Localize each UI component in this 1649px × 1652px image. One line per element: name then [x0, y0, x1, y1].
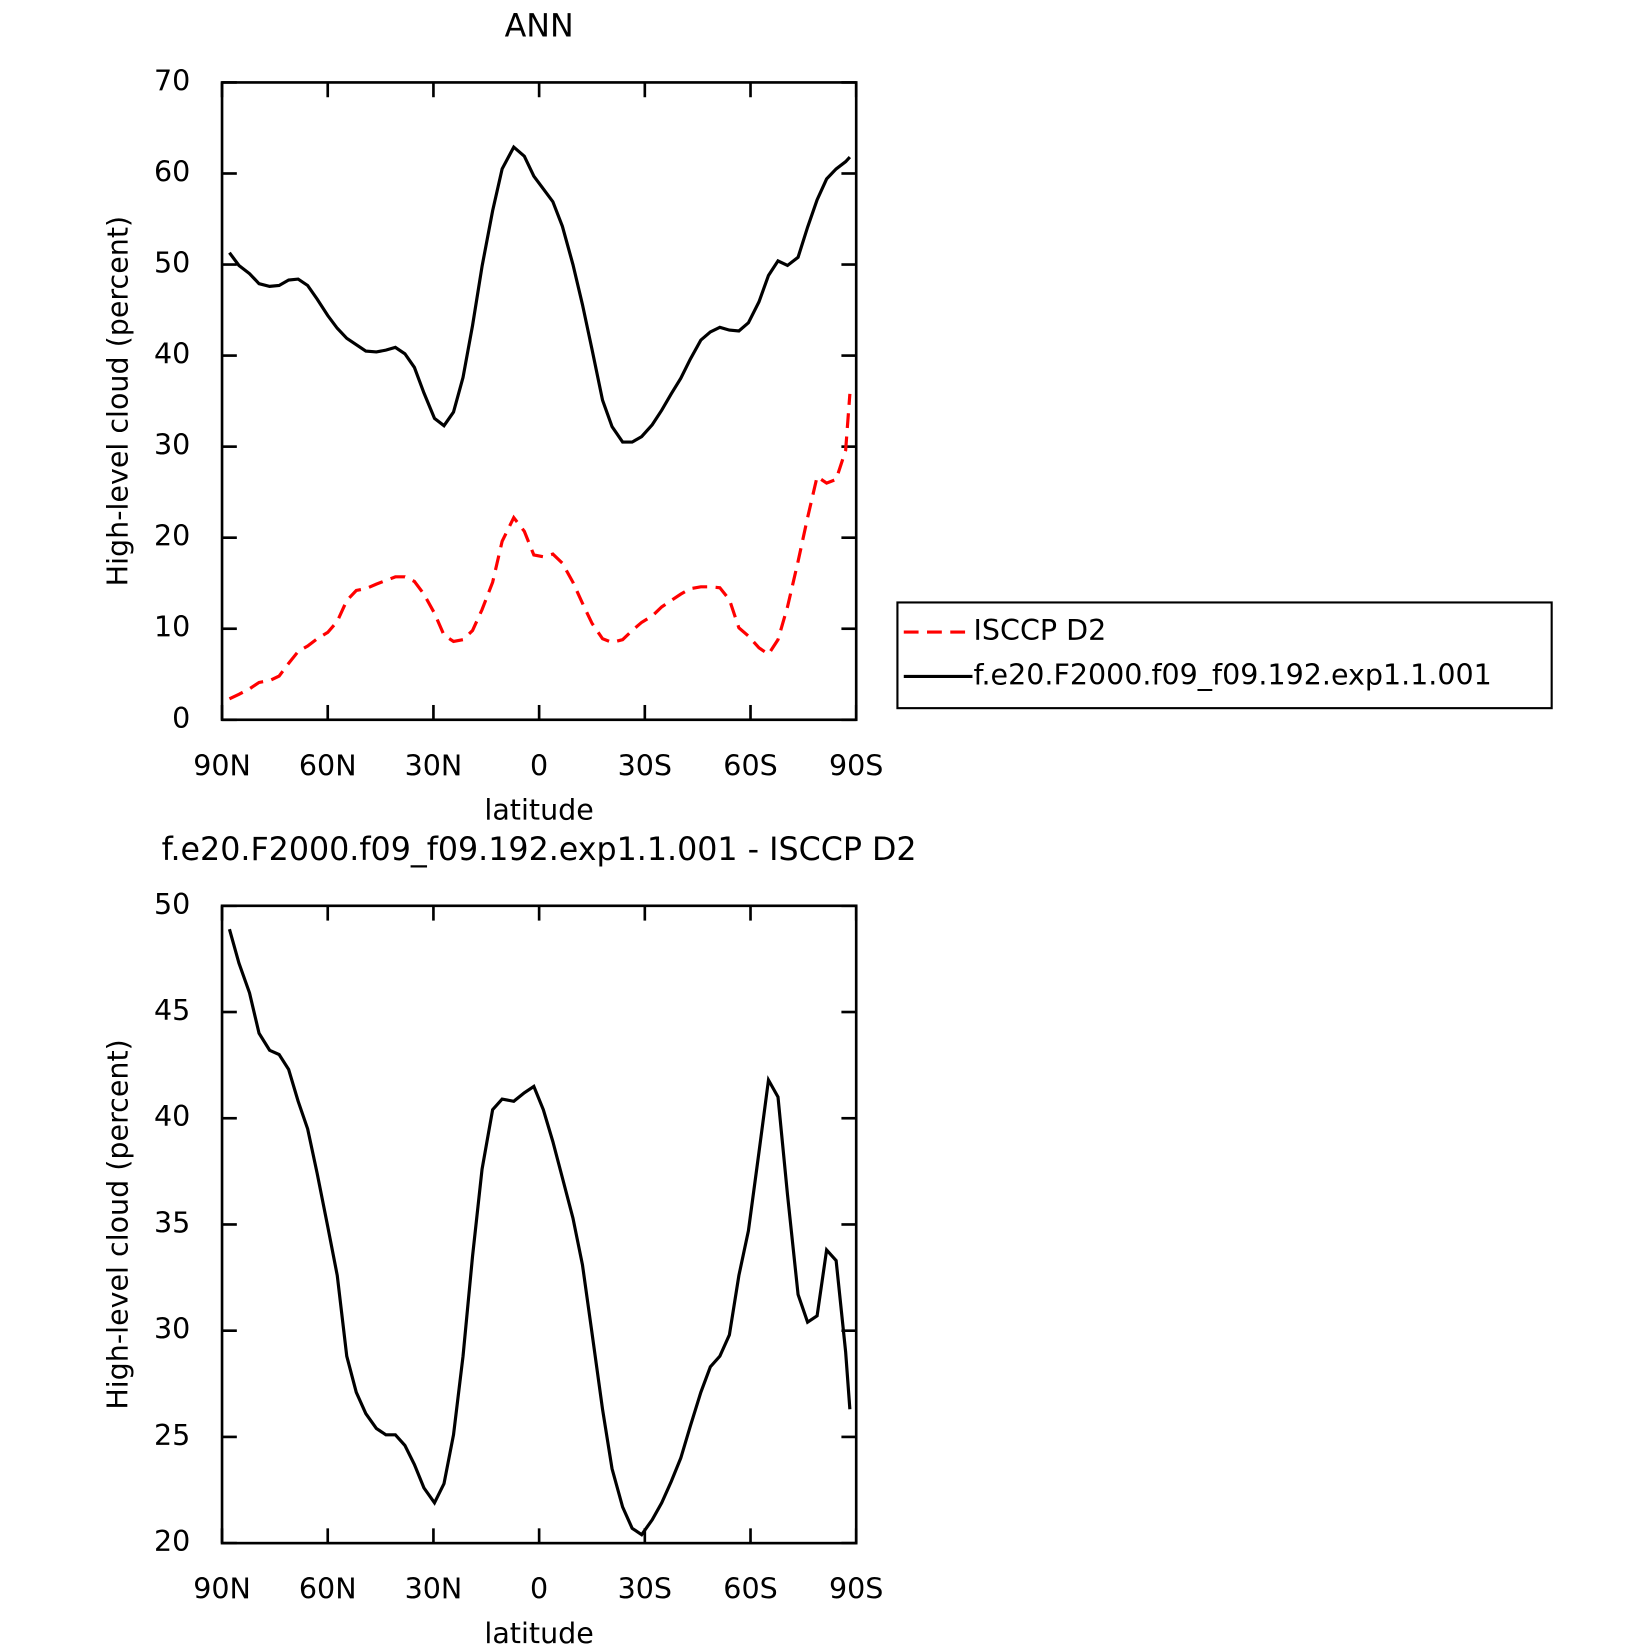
- y-tick-label: 45: [154, 994, 190, 1027]
- chart-title: ANN: [505, 8, 574, 44]
- y-tick-label: 10: [154, 611, 190, 644]
- x-axis-label: latitude: [484, 1617, 593, 1650]
- x-tick-label: 60N: [299, 749, 357, 782]
- y-axis-label: High-level cloud (percent): [102, 1039, 135, 1409]
- y-tick-label: 35: [154, 1206, 190, 1239]
- x-tick-label: 0: [530, 1573, 548, 1606]
- x-tick-label: 30S: [618, 749, 672, 782]
- x-tick-label: 90N: [193, 1573, 251, 1606]
- plot-frame: [220, 81, 858, 722]
- x-tick-label: 30S: [618, 1573, 672, 1606]
- y-tick-label: 30: [154, 1313, 190, 1346]
- x-axis-label: latitude: [484, 794, 593, 827]
- legend-label: ISCCP D2: [974, 614, 1107, 647]
- y-tick-label: 25: [154, 1419, 190, 1452]
- x-tick-label: 60S: [723, 749, 777, 782]
- chart-title: f.e20.F2000.f09_f09.192.exp1.1.001 - ISC…: [162, 832, 917, 868]
- x-tick-label: 60S: [723, 1573, 777, 1606]
- y-tick-label: 20: [154, 1525, 190, 1558]
- y-tick-label: 50: [154, 247, 190, 280]
- legend-label: f.e20.F2000.f09_f09.192.exp1.1.001: [974, 658, 1492, 691]
- y-tick-label: 70: [154, 64, 190, 97]
- x-tick-label: 0: [530, 749, 548, 782]
- x-tick-label: 30N: [405, 749, 463, 782]
- y-tick-label: 50: [154, 888, 190, 921]
- x-tick-label: 90N: [193, 749, 251, 782]
- y-tick-label: 40: [154, 1100, 190, 1133]
- data-line: [228, 393, 852, 701]
- y-tick-label: 20: [154, 520, 190, 553]
- x-tick-label: 90S: [829, 1573, 883, 1606]
- legend-box: [896, 601, 1553, 710]
- data-line: [227, 928, 852, 1537]
- x-tick-label: 60N: [299, 1573, 357, 1606]
- plot-frame: [220, 904, 858, 1545]
- y-tick-label: 60: [154, 155, 190, 188]
- y-tick-label: 0: [172, 702, 190, 735]
- y-tick-label: 30: [154, 429, 190, 462]
- x-tick-label: 30N: [405, 1573, 463, 1606]
- x-tick-label: 90S: [829, 749, 883, 782]
- y-tick-label: 40: [154, 338, 190, 371]
- data-line: [228, 144, 852, 444]
- y-axis-label: High-level cloud (percent): [102, 216, 135, 586]
